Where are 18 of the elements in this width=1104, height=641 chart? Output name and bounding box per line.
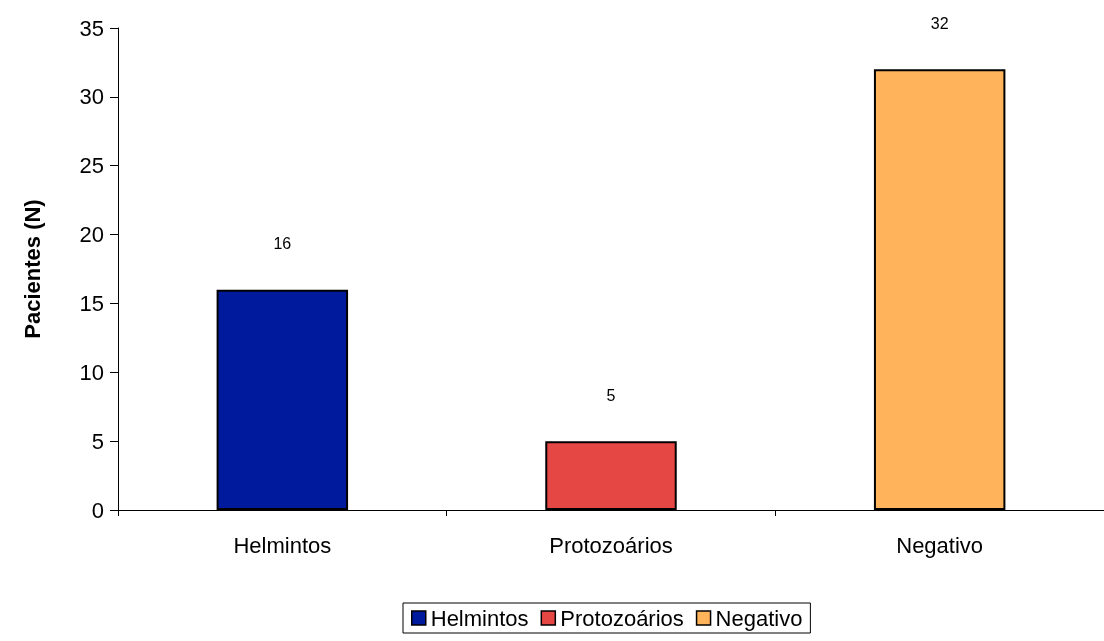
data-label: 5: [606, 386, 616, 404]
x-tick-label: Protozoários: [549, 532, 673, 558]
legend-label: Protozoários: [560, 605, 684, 631]
y-axis-title: Pacientes (N): [19, 199, 45, 339]
x-tick-label: Negativo: [896, 532, 984, 558]
y-tick-label: 15: [79, 290, 104, 316]
y-tick-label: 10: [79, 359, 104, 385]
legend-label: Negativo: [715, 605, 803, 631]
x-tick-label: Helmintos: [233, 532, 332, 558]
data-label: 32: [930, 14, 949, 32]
y-tick-label: 25: [79, 153, 104, 179]
y-tick-label: 30: [79, 84, 104, 110]
data-label: 16: [273, 235, 292, 253]
y-tick-label: 5: [91, 428, 104, 454]
y-tick-label: 20: [79, 222, 104, 248]
y-tick-label: 35: [79, 15, 104, 41]
y-tick-label: 0: [91, 497, 104, 523]
legend-label: Helmintos: [430, 605, 529, 631]
